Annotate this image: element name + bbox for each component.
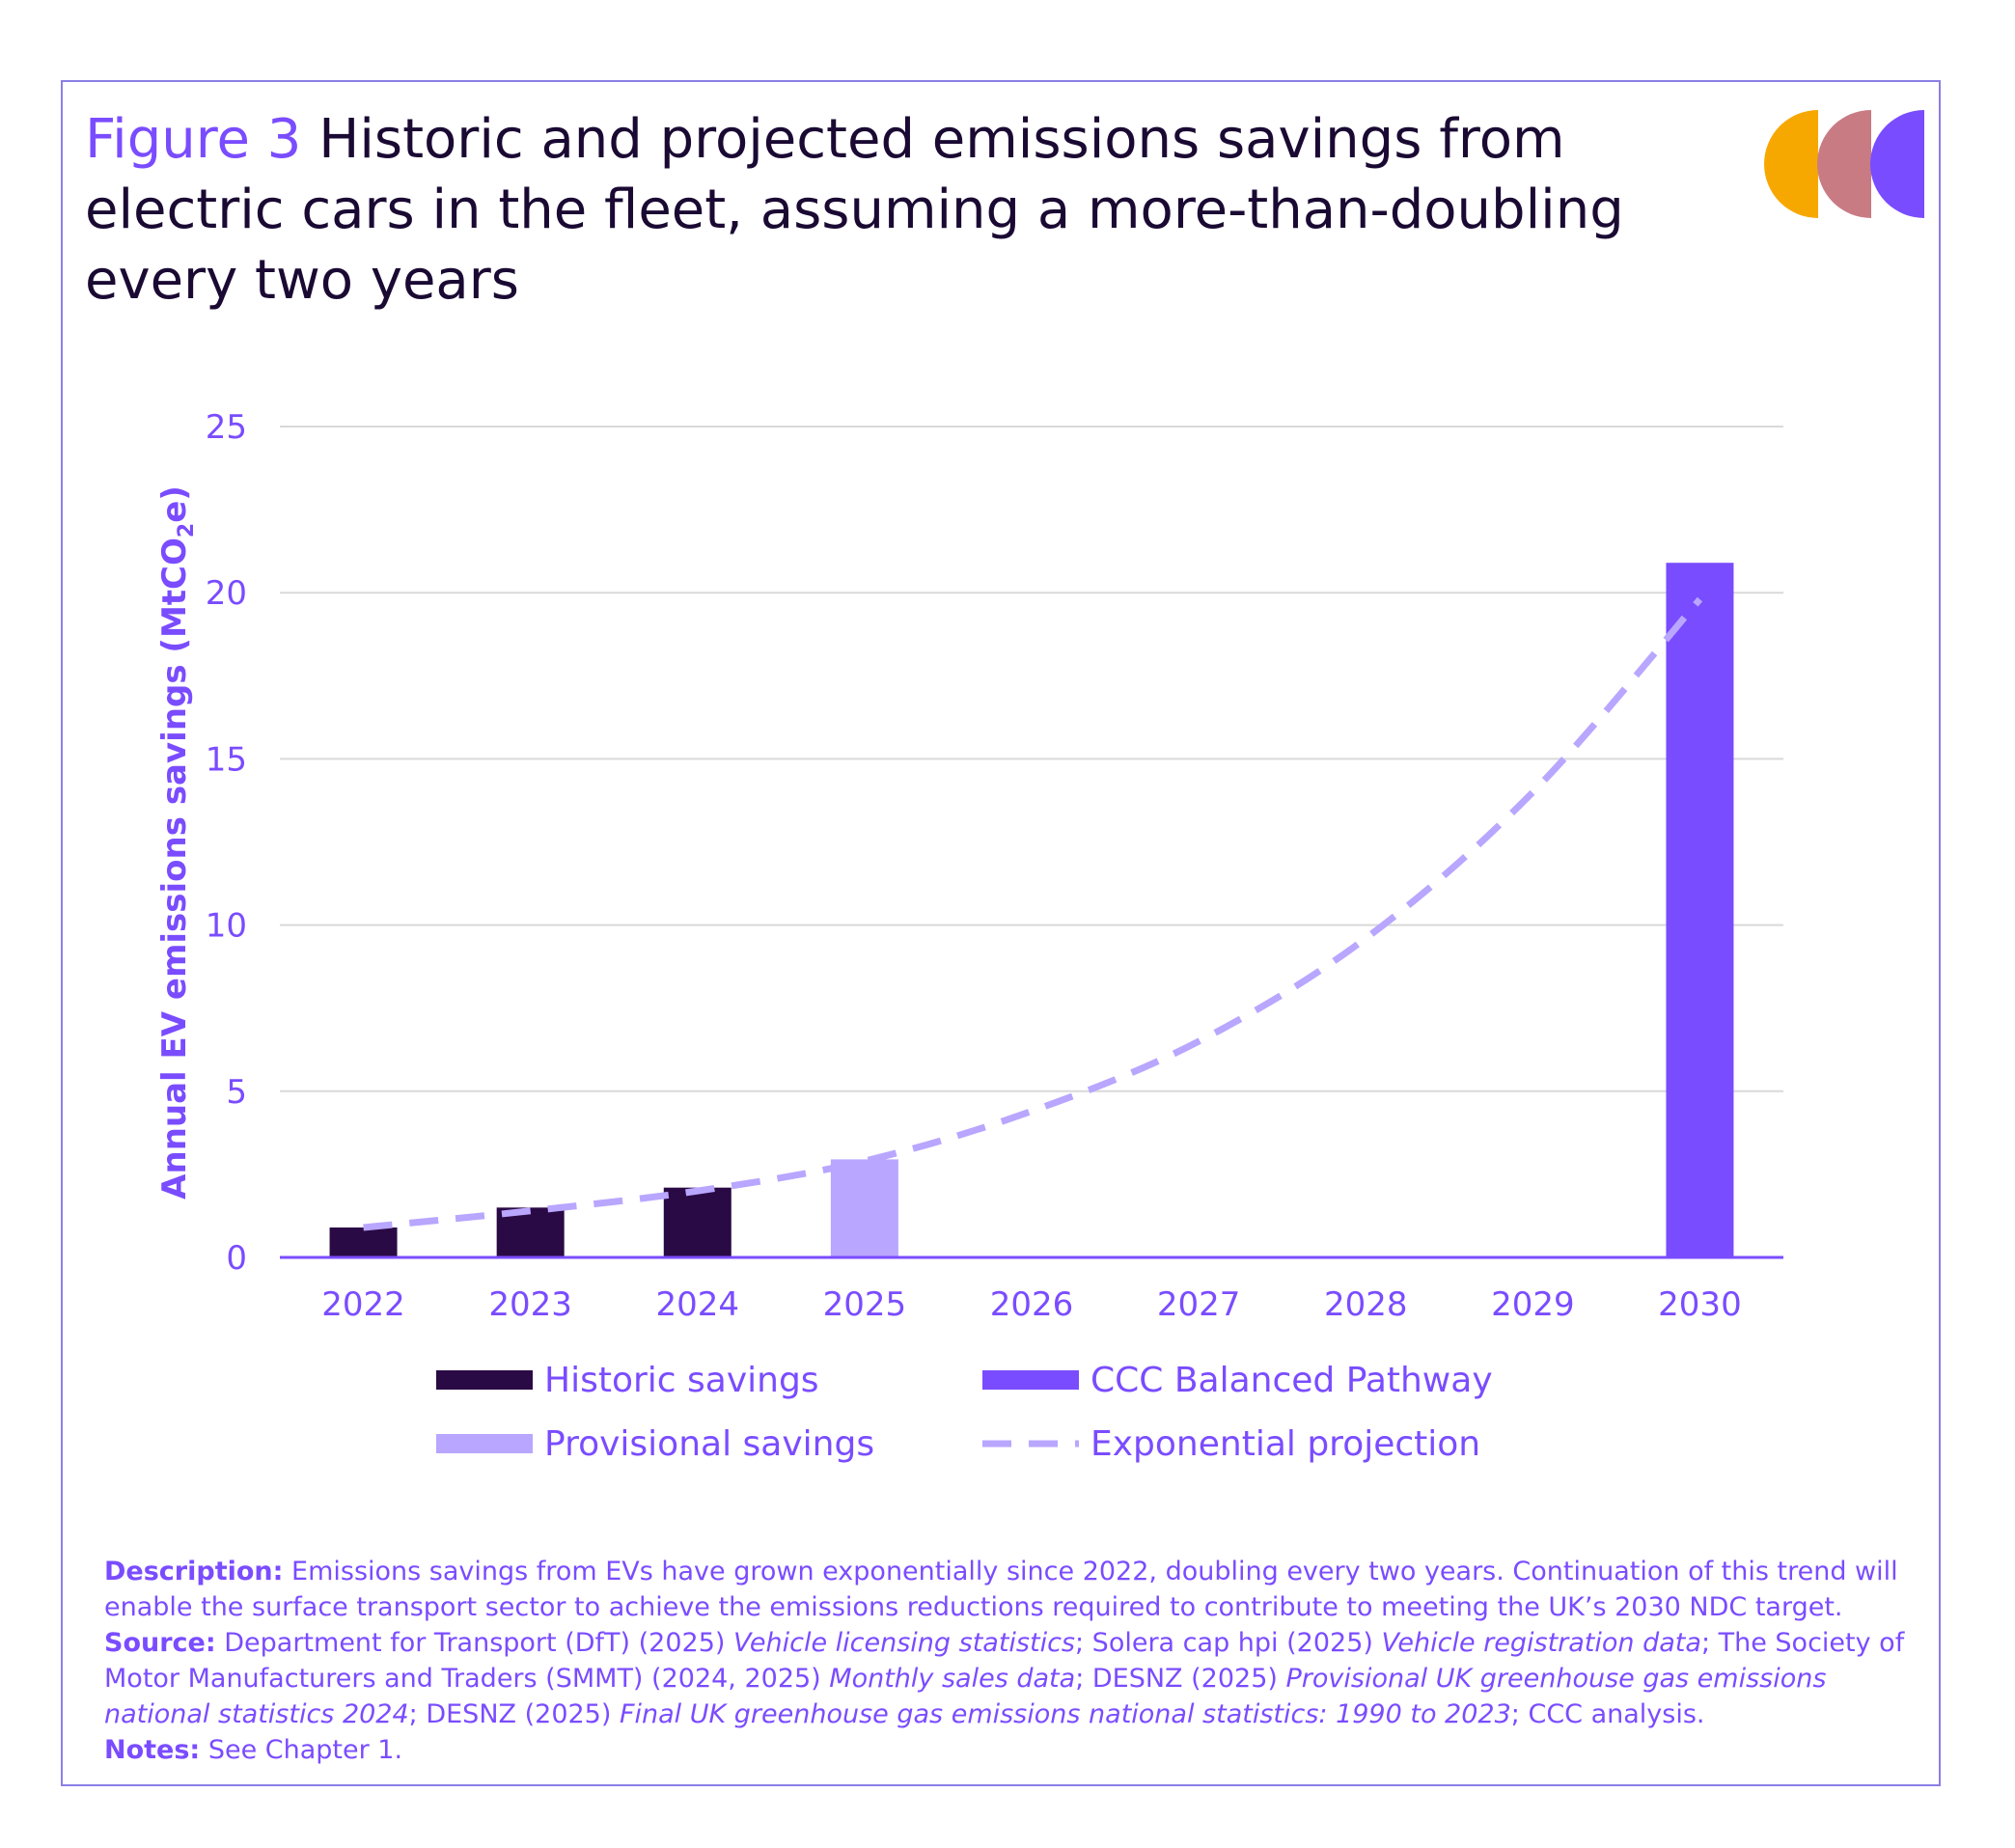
- legend-swatch-historic-savings: [436, 1370, 533, 1390]
- source-part-9: Final UK greenhouse gas emissions nation…: [619, 1699, 1511, 1729]
- legend-label-ccc-balanced-pathway: CCC Balanced Pathway: [1090, 1361, 1493, 1400]
- logo-purple-semicircle: [1870, 110, 1924, 218]
- description-label: Description:: [104, 1557, 284, 1586]
- x-tick-label-2028: 2028: [1324, 1285, 1408, 1324]
- source-part-6: ; DESNZ (2025): [1075, 1664, 1286, 1694]
- legend-label-provisional-savings: Provisional savings: [544, 1424, 874, 1464]
- x-tick-label-2026: 2026: [990, 1285, 1074, 1324]
- bar-historic-savings-2022: [329, 1227, 398, 1257]
- x-tick-label-2022: 2022: [321, 1285, 405, 1324]
- y-tick-label-5: 5: [226, 1073, 247, 1112]
- bar-provisional-savings-2025: [830, 1159, 898, 1257]
- y-tick-label-0: 0: [226, 1239, 247, 1278]
- figure-description: Description: Emissions savings from EVs …: [104, 1554, 1918, 1768]
- x-tick-label-2024: 2024: [656, 1285, 740, 1324]
- x-tick-label-2030: 2030: [1658, 1285, 1742, 1324]
- figure-frame: [61, 80, 1941, 1786]
- logo-pink-semicircle: [1817, 110, 1871, 218]
- x-tick-label-2025: 2025: [823, 1285, 907, 1324]
- legend-label-exponential-projection: Exponential projection: [1090, 1424, 1480, 1464]
- source-text: Department for Transport (DfT) (2025) Ve…: [104, 1628, 1904, 1729]
- legend-swatch-provisional-savings: [436, 1434, 533, 1453]
- source-part-5: Monthly sales data: [829, 1664, 1076, 1694]
- logo-orange-semicircle: [1764, 110, 1818, 218]
- exponential-projection-line: [363, 596, 1703, 1231]
- description-text: Emissions savings from EVs have grown ex…: [104, 1557, 1898, 1622]
- bar-historic-savings-2024: [663, 1187, 731, 1257]
- y-tick-label-10: 10: [206, 907, 247, 946]
- legend-label-historic-savings: Historic savings: [544, 1361, 819, 1400]
- figure-label: Figure 3: [85, 108, 302, 171]
- source-part-2: ; Solera cap hpi (2025): [1075, 1628, 1382, 1658]
- notes-paragraph: Notes: See Chapter 1.: [104, 1732, 1918, 1768]
- description-paragraph: Description: Emissions savings from EVs …: [104, 1554, 1918, 1625]
- source-part-1: Vehicle licensing statistics: [733, 1628, 1075, 1658]
- source-part-4: ; The Society of Motor Manufacturers and…: [104, 1628, 1905, 1694]
- y-tick-label-15: 15: [206, 740, 247, 779]
- notes-text: See Chapter 1.: [207, 1735, 403, 1765]
- x-tick-label-2029: 2029: [1491, 1285, 1575, 1324]
- source-part-8: ; DESNZ (2025): [408, 1699, 620, 1729]
- y-tick-label-25: 25: [206, 408, 247, 447]
- source-part-10: ; CCC analysis.: [1510, 1699, 1705, 1729]
- figure-title: Figure 3 Historic and projected emission…: [85, 104, 1725, 316]
- y-axis-title: Annual EV emissions savings (MtCO2e): [155, 485, 199, 1200]
- source-part-3: Vehicle registration data: [1381, 1628, 1701, 1658]
- notes-label: Notes:: [104, 1735, 201, 1765]
- source-part-7: Provisional UK greenhouse gas emissions …: [104, 1664, 1827, 1729]
- y-tick-label-20: 20: [206, 574, 247, 613]
- legend-swatch-ccc-balanced-pathway: [982, 1370, 1079, 1390]
- figure-title-text: Historic and projected emissions savings…: [85, 108, 1624, 312]
- x-tick-label-2027: 2027: [1157, 1285, 1241, 1324]
- bar-ccc-balanced-pathway-2030: [1666, 563, 1734, 1257]
- ccc-logo-icon: [1764, 110, 1924, 218]
- source-part-0: Department for Transport (DfT) (2025): [224, 1628, 734, 1658]
- x-tick-label-2023: 2023: [488, 1285, 572, 1324]
- source-paragraph: Source: Department for Transport (DfT) (…: [104, 1625, 1918, 1732]
- source-label: Source:: [104, 1628, 216, 1658]
